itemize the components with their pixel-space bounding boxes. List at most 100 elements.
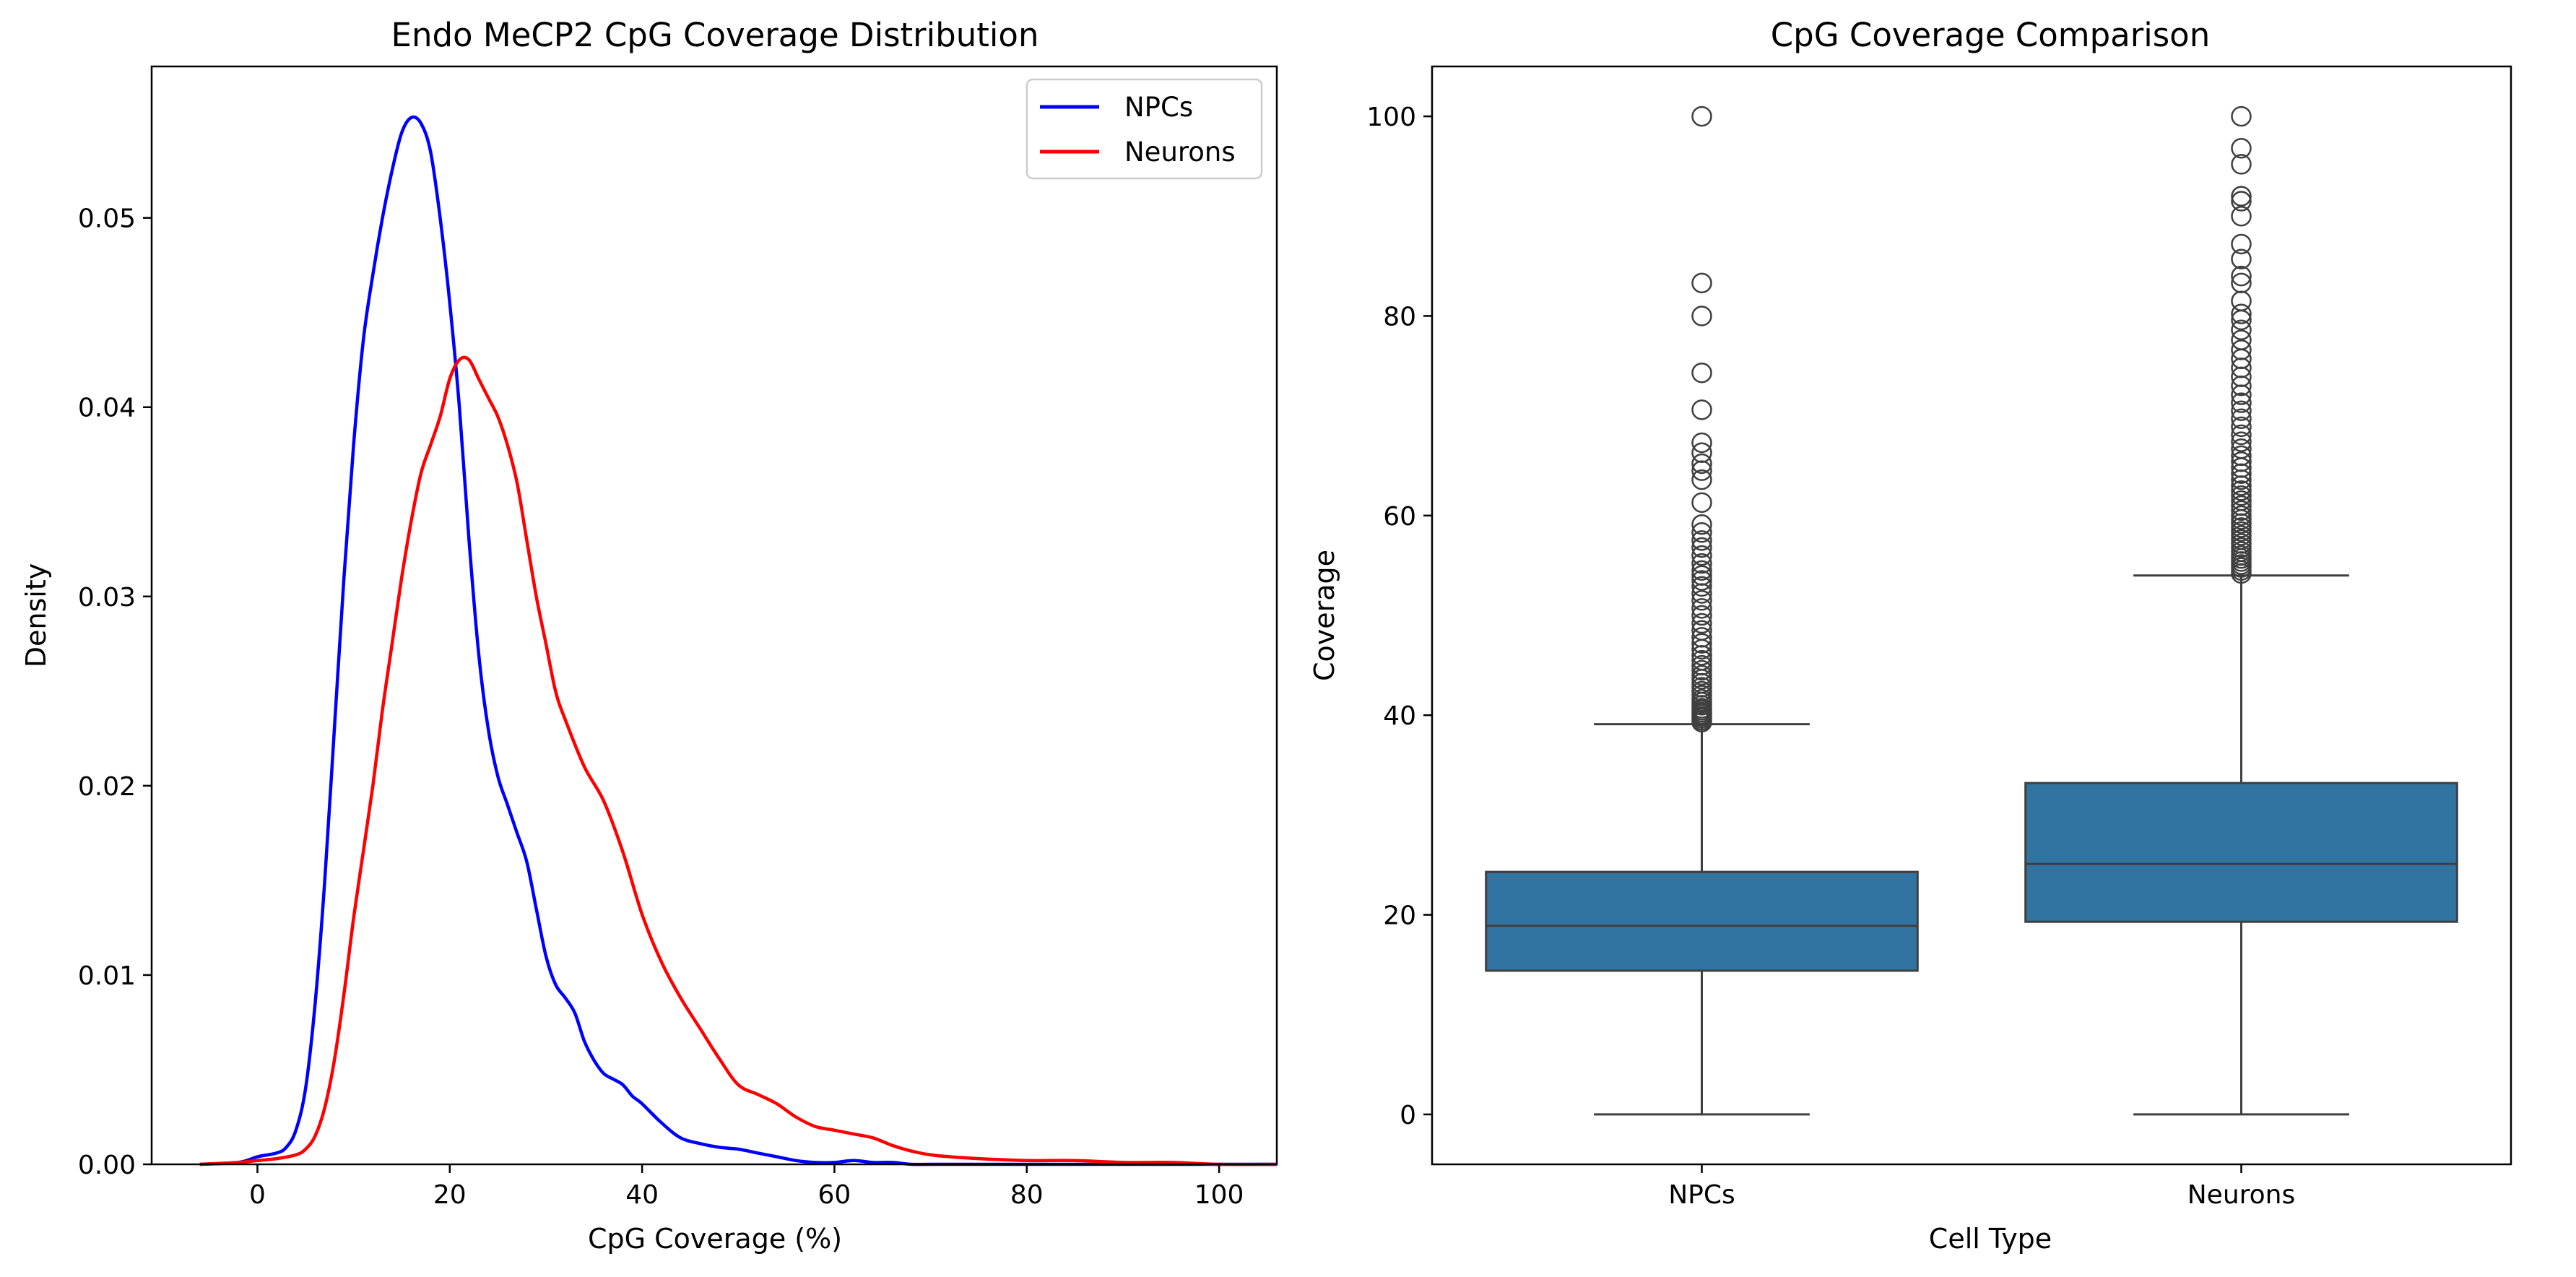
density-curves	[199, 115, 1278, 1166]
outlier-npcs	[1691, 665, 1712, 686]
outlier-npcs	[1691, 522, 1712, 543]
outlier-neurons	[2231, 339, 2252, 360]
outlier-npcs	[1691, 612, 1712, 634]
outlier-neurons	[2231, 438, 2252, 459]
outlier-npcs	[1691, 432, 1712, 454]
y-tick-label: 0.05	[78, 204, 136, 234]
outlier-neurons	[2231, 138, 2252, 159]
outlier-neurons	[2231, 424, 2252, 446]
box-plot-panel: CpG Coverage Comparison NPCs Neurons 0 20 4…	[1309, 16, 2512, 1255]
density-line-neurons	[199, 355, 1278, 1166]
density-x-axis-label: CpG Coverage (%)	[588, 1223, 842, 1255]
outlier-npcs	[1691, 453, 1712, 475]
density-plot-panel: Endo MeCP2 CpG Coverage Distribution 0 20…	[20, 16, 1278, 1255]
outlier-neurons	[2231, 495, 2252, 516]
outlier-neurons	[2231, 416, 2252, 438]
y-tick-label: 0.02	[78, 772, 136, 802]
outlier-neurons	[2231, 451, 2252, 472]
outlier-npcs	[1691, 576, 1712, 597]
outlier-neurons	[2231, 272, 2252, 294]
outlier-neurons	[2231, 392, 2252, 413]
outlier-neurons	[2231, 303, 2252, 324]
outlier-npcs	[1691, 570, 1712, 591]
outlier-neurons	[2231, 485, 2252, 506]
y-tick-label: 100	[1366, 103, 1416, 132]
x-tick-label: 100	[1194, 1180, 1244, 1210]
outlier-neurons	[2231, 319, 2252, 341]
y-tick-label: 20	[1383, 901, 1416, 931]
box-plot-boxes	[1485, 105, 2458, 1116]
x-tick-label: Neurons	[2187, 1180, 2296, 1210]
outlier-neurons	[2231, 154, 2252, 175]
y-tick-label: 0.00	[78, 1151, 136, 1180]
box-x-ticks: NPCs Neurons	[1668, 1164, 2295, 1210]
outlier-neurons	[2231, 445, 2252, 467]
outlier-neurons	[2231, 265, 2252, 287]
outlier-npcs	[1691, 545, 1712, 566]
density-plot-title: Endo MeCP2 CpG Coverage Distribution	[391, 16, 1039, 54]
outlier-npcs	[1691, 272, 1712, 294]
box-x-axis-label: Cell Type	[1929, 1223, 2052, 1255]
density-x-ticks: 0 20 40 60 80 100	[249, 1164, 1244, 1210]
box-y-ticks: 0 20 40 60 80 100	[1366, 103, 1432, 1130]
outlier-neurons	[2231, 431, 2252, 452]
outlier-neurons	[2231, 490, 2252, 511]
outlier-npcs	[1691, 530, 1712, 551]
outlier-npcs	[1691, 492, 1712, 514]
density-line-npcs	[199, 115, 1277, 1166]
x-tick-label: NPCs	[1668, 1180, 1735, 1210]
density-plot-frame	[150, 65, 1278, 1166]
outlier-npcs	[1691, 627, 1712, 648]
legend-label-npcs: NPCs	[1124, 92, 1193, 123]
outlier-neurons	[2231, 329, 2252, 350]
outlier-npcs	[1691, 469, 1712, 490]
outlier-npcs	[1691, 590, 1712, 611]
outlier-npcs	[1691, 399, 1712, 420]
outlier-neurons	[2231, 191, 2252, 212]
y-tick-label: 60	[1383, 502, 1416, 532]
outlier-npcs	[1691, 537, 1712, 558]
outlier-neurons	[2231, 186, 2252, 207]
x-tick-label: 80	[1010, 1180, 1044, 1210]
outlier-npcs	[1691, 605, 1712, 626]
y-tick-label: 40	[1383, 701, 1416, 731]
outlier-npcs	[1691, 654, 1712, 676]
outlier-npcs	[1691, 560, 1712, 581]
density-y-ticks: 0.00 0.01 0.02 0.03 0.04 0.05	[78, 204, 152, 1180]
outlier-npcs	[1691, 620, 1712, 641]
legend-label-neurons: Neurons	[1124, 137, 1236, 168]
y-tick-label: 0.04	[78, 394, 136, 423]
outlier-npcs	[1691, 306, 1712, 326]
y-tick-label: 0.03	[78, 583, 136, 612]
box-y-axis-label: Coverage	[1309, 550, 1340, 681]
outlier-neurons	[2231, 400, 2252, 421]
outlier-npcs	[1691, 598, 1712, 619]
outlier-npcs	[1691, 565, 1712, 586]
outlier-npcs	[1691, 633, 1712, 654]
x-tick-label: 0	[249, 1180, 266, 1210]
outlier-npcs	[1691, 105, 1712, 127]
outlier-neurons	[2231, 505, 2252, 527]
outlier-npcs	[1691, 514, 1712, 535]
x-tick-label: 20	[433, 1180, 467, 1210]
outlier-neurons	[2231, 408, 2252, 430]
box-npcs	[1485, 870, 1919, 972]
legend-box	[1025, 78, 1263, 180]
outlier-npcs	[1691, 553, 1712, 574]
outlier-neurons	[2231, 105, 2252, 127]
box-plot-title: CpG Coverage Comparison	[1771, 16, 2211, 54]
box-plot-frame	[1431, 65, 2512, 1166]
x-tick-label: 40	[625, 1180, 659, 1210]
outlier-npcs	[1691, 442, 1712, 464]
y-tick-label: 0.01	[78, 961, 136, 991]
outlier-npcs	[1691, 649, 1712, 671]
outlier-npcs	[1691, 362, 1712, 384]
box-neurons	[2024, 782, 2458, 923]
outlier-neurons	[2231, 248, 2252, 269]
density-y-axis-label: Density	[20, 563, 52, 667]
y-tick-label: 80	[1383, 302, 1416, 332]
x-tick-label: 60	[818, 1180, 851, 1210]
y-tick-label: 0	[1400, 1101, 1416, 1130]
